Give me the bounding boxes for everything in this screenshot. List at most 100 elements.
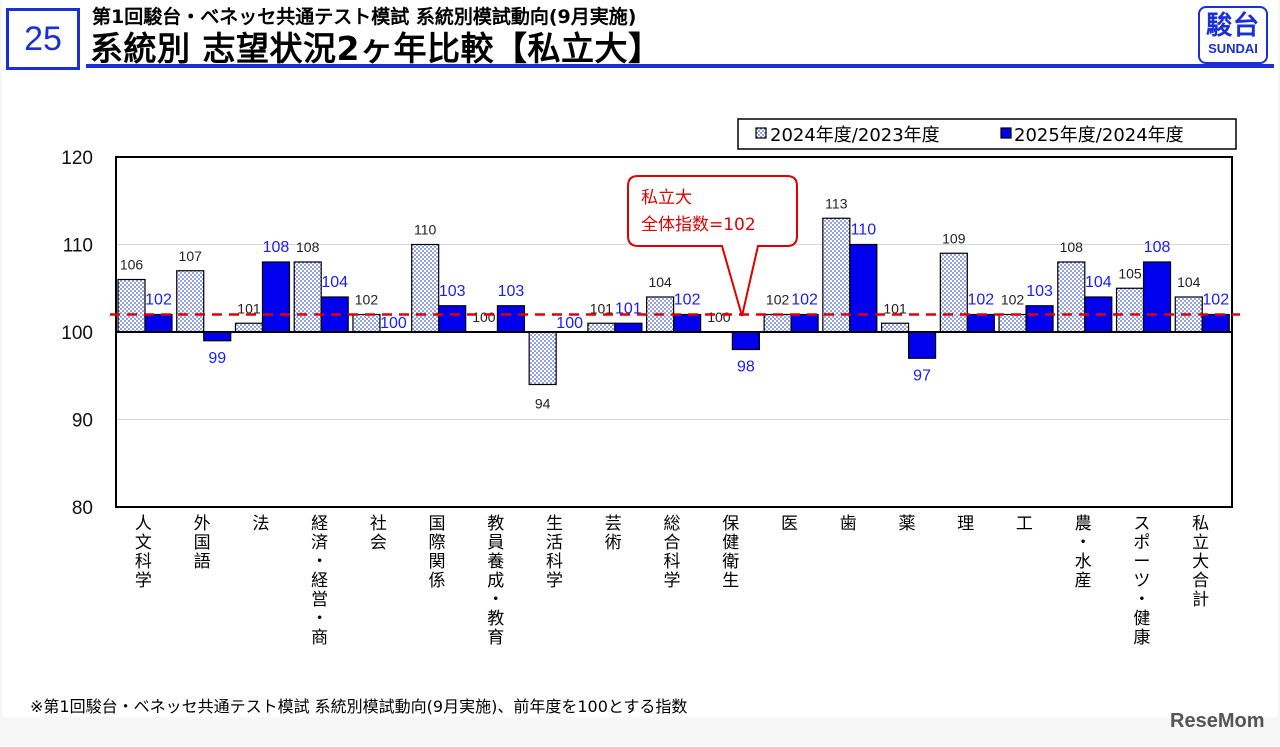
category-label-char: 計	[1192, 590, 1209, 610]
data-label-2024: 102	[766, 292, 790, 308]
bar-2025	[1025, 305, 1054, 333]
category-label-char: 経	[311, 514, 328, 534]
category-label-char: 員	[487, 533, 504, 553]
category-label-char: 学	[135, 571, 152, 591]
category-label-char: ・	[311, 609, 328, 629]
y-tick-label: 120	[61, 148, 93, 169]
data-label-2024: 109	[942, 230, 966, 246]
data-label-2025: 102	[674, 292, 701, 309]
category-label-char: 合	[664, 533, 681, 553]
category-label-char: 活	[546, 533, 563, 553]
callout: 私立大 全体指数=102	[627, 175, 798, 317]
category-label-char: 法	[252, 514, 269, 534]
data-label-2024: 100	[707, 309, 731, 325]
category-label-char: 術	[605, 533, 622, 553]
footnote: ※第1回駿台・ベネッセ共通テスト模試 系統別模試動向(9月実施)、前年度を100…	[30, 697, 688, 716]
category-label-char: 国	[194, 533, 211, 553]
bar-2025	[1142, 261, 1172, 333]
data-label-2025: 102	[791, 292, 818, 309]
category-label-char: 理	[957, 514, 974, 534]
data-label-2025: 102	[1202, 292, 1229, 309]
callout-line2: 全体指数=102	[641, 215, 756, 235]
data-label-2024: 100	[472, 309, 496, 325]
y-tick-label: 100	[61, 323, 93, 344]
bar-2025	[673, 313, 702, 333]
bar-2025	[496, 305, 526, 333]
data-label-2025: 104	[1085, 274, 1112, 291]
category-label-char: ツ	[1133, 571, 1150, 591]
data-label-2025: 103	[1026, 283, 1053, 300]
data-label-2025: 100	[380, 315, 407, 332]
category-label-char: 保	[722, 514, 739, 534]
y-tick-label: 110	[63, 236, 93, 257]
data-label-2024: 108	[296, 239, 320, 255]
bar-2024	[293, 261, 322, 333]
category-label-char: 学	[664, 571, 681, 591]
logo-roman: SUNDAI	[1208, 41, 1258, 56]
category-label-char: 生	[722, 571, 739, 591]
category-label-char: 康	[1133, 628, 1150, 648]
category-label-char: 工	[1016, 514, 1033, 534]
category-label-char: 大	[1192, 552, 1209, 572]
bar-2024	[1057, 261, 1086, 333]
data-label-2025: 102	[145, 292, 172, 309]
bar-2025	[907, 331, 937, 359]
bar-2024	[528, 331, 557, 386]
category-label-char: 科	[546, 552, 563, 572]
bar-2024	[1115, 287, 1145, 333]
category-label-char: 外	[194, 514, 211, 534]
bar-2024	[117, 278, 146, 333]
legend-label-2025: 2025年度/2024年度	[1014, 125, 1184, 146]
data-label-2024: 104	[1177, 274, 1201, 290]
bar-2024	[998, 313, 1027, 333]
page-subtitle: 第1回駿台・ベネッセ共通テスト模試 系統別模試動向(9月実施)	[92, 6, 637, 28]
category-label-char: 社	[370, 514, 387, 534]
page-title: 系統別 志望状況2ヶ年比較【私立大】	[90, 29, 662, 68]
category-label-char: 商	[311, 628, 328, 648]
bar-2025	[790, 313, 819, 333]
legend-box	[737, 118, 1237, 150]
credit-watermark: ReseMom	[1170, 710, 1265, 732]
bar-2024	[411, 243, 440, 333]
sundai-logo: 駿台 SUNDAI	[1198, 6, 1268, 64]
category-label-char: 経	[311, 571, 328, 591]
category-label-char: 薬	[898, 514, 915, 534]
bar-2024	[234, 322, 264, 333]
category-label-char: 合	[1192, 571, 1209, 591]
category-label-char: 私	[1192, 514, 1209, 534]
data-label-2025: 99	[208, 350, 226, 367]
category-label-char: 農	[1075, 514, 1092, 534]
data-label-2025: 102	[967, 292, 994, 309]
data-label-2025: 101	[615, 300, 642, 317]
data-label-2024: 108	[1060, 239, 1084, 255]
category-label-char: 育	[487, 628, 504, 648]
data-label-2024: 102	[1001, 292, 1025, 308]
category-label-char: 芸	[605, 514, 622, 534]
category-label-char: ス	[1133, 514, 1150, 534]
bar-2025	[731, 331, 760, 351]
data-label-2024: 101	[237, 300, 261, 316]
category-label-char: 教	[487, 514, 504, 534]
data-label-2025: 97	[913, 367, 931, 384]
data-label-2025: 103	[439, 283, 466, 300]
category-label-char: 学	[546, 571, 563, 591]
callout-bubble	[627, 175, 798, 317]
category-label-char: 科	[135, 552, 152, 572]
bar-2024	[352, 313, 381, 333]
category-label-char: 生	[546, 514, 563, 534]
category-label-char: 文	[135, 533, 152, 553]
bar-2025	[261, 261, 291, 333]
category-label-char: 成	[487, 571, 504, 591]
category-label-char: ポ	[1133, 533, 1150, 553]
category-label-char: 産	[1075, 571, 1092, 591]
data-label-2024: 107	[179, 248, 203, 264]
legend: 2024年度/2023年度 2025年度/2024年度	[737, 118, 1237, 150]
data-label-2025: 98	[737, 359, 755, 376]
bar-2025	[144, 313, 173, 333]
category-label-char: ・	[487, 590, 504, 610]
bar-2024	[587, 322, 616, 333]
category-label-char: ・	[1075, 533, 1092, 553]
logo-kanji: 駿台	[1205, 11, 1260, 41]
